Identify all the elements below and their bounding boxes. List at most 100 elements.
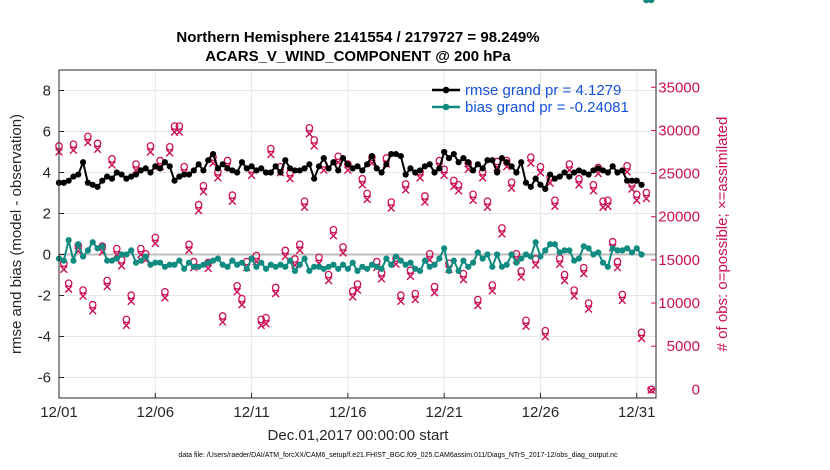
bias-point bbox=[388, 261, 395, 268]
obs-possible-marker bbox=[353, 280, 362, 288]
bias-point bbox=[277, 261, 284, 268]
rmse-point bbox=[445, 155, 453, 162]
bias-point bbox=[595, 249, 602, 256]
chart-title: Northern Hemisphere 2141554 / 2179727 = … bbox=[176, 29, 539, 65]
y-right-tick-label: 35000 bbox=[658, 79, 700, 96]
obs-assimilated-marker bbox=[358, 180, 367, 189]
obs-assimilated-marker bbox=[526, 159, 535, 168]
obs-possible-marker bbox=[161, 287, 169, 296]
bias-point bbox=[339, 261, 347, 268]
rmse-point bbox=[397, 153, 404, 160]
rmse-point bbox=[75, 171, 82, 178]
bias-point bbox=[301, 255, 308, 262]
rmse-point bbox=[238, 159, 246, 166]
obs-possible-marker bbox=[459, 269, 468, 278]
obs-assimilated-marker bbox=[108, 161, 116, 169]
rmse-point bbox=[229, 167, 236, 174]
bias-point bbox=[224, 263, 231, 270]
bias-point bbox=[436, 255, 443, 262]
rmse-point bbox=[436, 165, 443, 172]
rmse-point bbox=[344, 161, 351, 168]
y-right-tick-label: 15000 bbox=[658, 252, 700, 269]
rmse-point bbox=[604, 169, 611, 176]
rmse-point bbox=[455, 159, 462, 166]
y-axis-left-ticks: -6 -4 -2 0 2 4 6 8 bbox=[38, 83, 64, 387]
bias-point bbox=[272, 263, 279, 270]
bias-point bbox=[373, 263, 380, 270]
obs-assimilated-marker bbox=[218, 318, 227, 326]
obs-assimilated-marker bbox=[469, 196, 477, 205]
rmse-point bbox=[243, 165, 250, 172]
rmse-point bbox=[301, 165, 308, 172]
rmse-point bbox=[571, 169, 578, 176]
legend-bias-marker bbox=[442, 103, 450, 111]
x-tick-label: 12/16 bbox=[329, 404, 367, 421]
obs-assimilated-marker bbox=[406, 272, 415, 281]
obs-assimilated-marker bbox=[281, 252, 290, 261]
rmse-point bbox=[137, 167, 144, 174]
obs-assimilated-marker bbox=[339, 249, 347, 257]
obs-possible-marker bbox=[454, 180, 463, 189]
bias-point bbox=[575, 255, 583, 262]
obs-possible-marker bbox=[575, 174, 583, 183]
obs-assimilated-marker bbox=[213, 173, 222, 182]
rmse-point bbox=[532, 175, 539, 182]
rmse-point bbox=[368, 153, 376, 160]
bias-point bbox=[243, 265, 250, 272]
obs-assimilated-marker bbox=[488, 287, 497, 295]
obs-possible-marker bbox=[387, 198, 396, 206]
rmse-point bbox=[99, 177, 106, 184]
bias-point bbox=[142, 253, 149, 260]
legend-bias-label: bias grand pr = -0.24081 bbox=[465, 99, 629, 116]
obs-assimilated-marker bbox=[175, 128, 184, 137]
rmse-point bbox=[469, 167, 477, 174]
rmse-point bbox=[166, 163, 173, 170]
rmse-point bbox=[546, 171, 554, 178]
rmse-point bbox=[595, 165, 602, 172]
obs-possible-marker bbox=[339, 243, 347, 251]
obs-possible-marker bbox=[257, 315, 266, 324]
obs-possible-marker bbox=[584, 299, 593, 307]
x-tick-label: 12/06 bbox=[137, 404, 175, 421]
bias-point bbox=[604, 263, 611, 270]
rmse-point bbox=[407, 165, 414, 172]
rmse-point bbox=[132, 171, 140, 178]
obs-assimilated-marker bbox=[103, 282, 112, 291]
obs-possible-marker bbox=[238, 294, 246, 303]
bias-point bbox=[99, 243, 106, 250]
bias-point bbox=[94, 245, 101, 252]
obs-assimilated-marker bbox=[536, 168, 545, 177]
bias-point bbox=[484, 251, 491, 258]
obs-possible-marker bbox=[315, 253, 323, 262]
rmse-point bbox=[84, 179, 91, 186]
obs-assimilated-marker bbox=[575, 180, 583, 189]
y-right-tick-label: 30000 bbox=[658, 122, 700, 139]
obs-possible-marker bbox=[295, 240, 304, 249]
obs-possible-marker bbox=[637, 328, 646, 337]
obs-assimilated-marker bbox=[618, 296, 627, 305]
bias-point bbox=[614, 247, 621, 254]
obs-possible-marker bbox=[363, 189, 371, 198]
bias-point bbox=[267, 261, 274, 268]
obs-possible-marker bbox=[194, 200, 203, 209]
rmse-point bbox=[161, 159, 169, 166]
obs-assimilated-marker bbox=[228, 197, 237, 206]
bias-point bbox=[152, 259, 159, 266]
obs-possible-marker bbox=[599, 197, 607, 206]
bias-point bbox=[171, 261, 178, 268]
obs-assimilated-marker bbox=[295, 246, 304, 255]
obs-assimilated-marker bbox=[498, 230, 506, 238]
bias-point bbox=[190, 263, 197, 270]
obs-possible-marker bbox=[589, 180, 598, 189]
bias-point bbox=[566, 247, 573, 254]
obs-possible-marker bbox=[623, 161, 631, 170]
rmse-point bbox=[65, 177, 72, 184]
rmse-point bbox=[330, 159, 337, 166]
obs-possible-marker bbox=[425, 250, 434, 258]
obs-possible-marker bbox=[146, 142, 155, 150]
bias-point bbox=[166, 261, 173, 268]
rmse-point bbox=[60, 179, 67, 186]
rmse-point bbox=[185, 171, 193, 178]
obs-possible-marker bbox=[132, 160, 140, 168]
bias-point bbox=[638, 251, 645, 258]
